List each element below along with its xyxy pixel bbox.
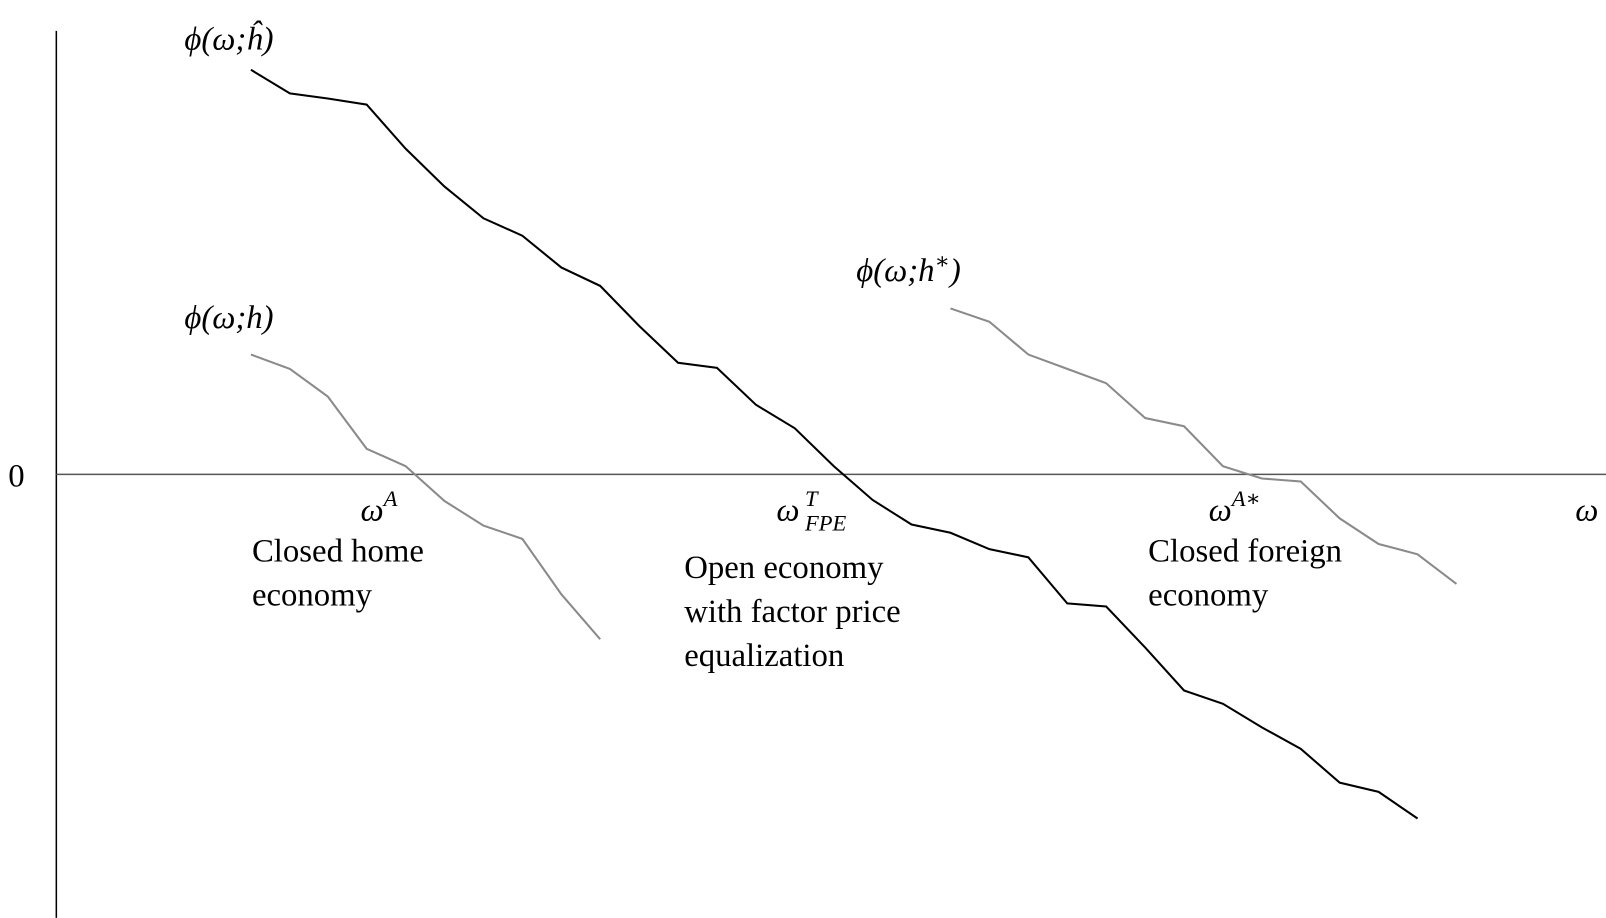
label-part: ) bbox=[948, 253, 961, 289]
omega-label: ωA bbox=[361, 486, 398, 528]
label-sup: T bbox=[805, 486, 819, 511]
omega-label: ω T FPE bbox=[776, 486, 846, 536]
note: Open economy with factor price equalizat… bbox=[684, 550, 909, 674]
curve-label: ϕ(ω;ĥ) bbox=[184, 19, 273, 57]
curve-phi-hhat bbox=[250, 68, 1419, 820]
curve-label: ϕ(ω;h∗) bbox=[856, 248, 961, 288]
note-line: with factor price bbox=[684, 594, 901, 630]
label-sub: FPE bbox=[804, 511, 847, 536]
curve-phi-h bbox=[250, 353, 601, 640]
note-line: equalization bbox=[684, 638, 844, 674]
label-sup: A∗ bbox=[1230, 486, 1261, 511]
curve-phi-hstar bbox=[950, 307, 1458, 585]
label-sup: ∗ bbox=[935, 248, 950, 273]
note: Closed home economy bbox=[252, 533, 432, 613]
zero-label: 0 bbox=[8, 459, 24, 495]
label-part: ω bbox=[361, 492, 384, 528]
omega-label: ωA∗ bbox=[1209, 486, 1261, 528]
axis-label: ω bbox=[1575, 492, 1598, 528]
note-line: Closed home bbox=[252, 533, 424, 569]
note-line: economy bbox=[1148, 577, 1269, 613]
note-line: Open economy bbox=[684, 550, 884, 586]
label-part: ϕ(ω;h bbox=[856, 253, 934, 289]
curve-label: ϕ(ω;h) bbox=[184, 300, 273, 336]
note-line: economy bbox=[252, 577, 373, 613]
label-part: ω bbox=[1209, 492, 1232, 528]
label-part: ω bbox=[776, 492, 799, 528]
label-sup: A bbox=[382, 486, 398, 511]
note-line: Closed foreign bbox=[1148, 533, 1342, 569]
note: Closed foreign economy bbox=[1148, 533, 1350, 613]
